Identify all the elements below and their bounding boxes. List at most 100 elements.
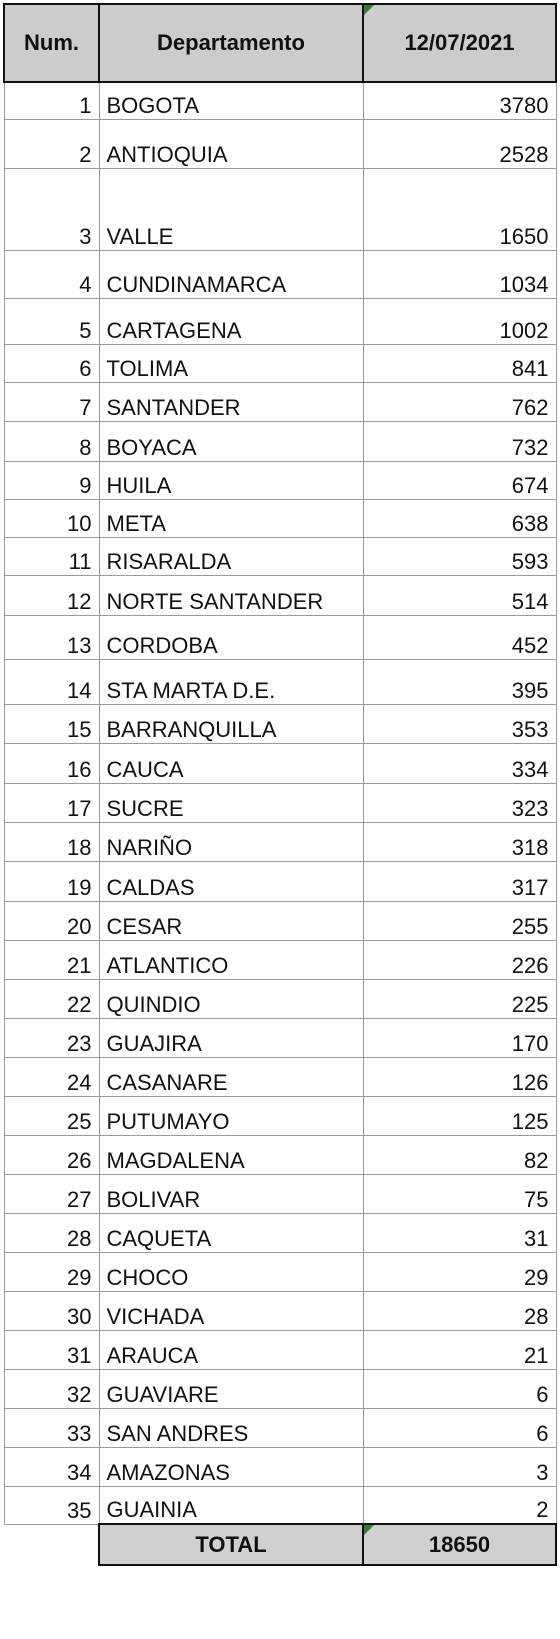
row-number-cell[interactable]: 34 [3,1446,100,1487]
value-cell[interactable]: 82 [362,1134,557,1175]
department-cell[interactable]: BARRANQUILLA [98,703,364,744]
date-header[interactable]: 12/07/2021 [362,3,557,83]
value-cell[interactable]: 334 [362,742,557,784]
department-cell[interactable]: VALLE [98,167,364,251]
department-cell[interactable]: CAUCA [98,742,364,784]
value-cell[interactable]: 31 [362,1212,557,1253]
value-cell[interactable]: 318 [362,821,557,862]
row-number-cell[interactable]: 6 [3,343,100,383]
department-cell[interactable]: NORTE SANTANDER [98,574,364,616]
row-number-cell[interactable]: 29 [3,1251,100,1292]
value-cell[interactable]: 353 [362,703,557,744]
row-number-cell[interactable]: 10 [3,498,100,538]
department-cell[interactable]: VICHADA [98,1290,364,1331]
department-cell[interactable]: CASANARE [98,1056,364,1097]
value-cell[interactable]: 317 [362,860,557,902]
department-cell[interactable]: BOLIVAR [98,1173,364,1214]
department-cell[interactable]: BOGOTA [98,81,364,120]
value-cell[interactable]: 3780 [362,81,557,120]
total-label-cell[interactable]: TOTAL [98,1523,364,1566]
value-cell[interactable]: 2 [362,1485,557,1525]
value-cell[interactable]: 170 [362,1017,557,1058]
value-cell[interactable]: 452 [362,614,557,660]
row-number-cell[interactable]: 11 [3,536,100,576]
row-number-cell[interactable]: 18 [3,821,100,862]
department-cell[interactable]: ATLANTICO [98,939,364,980]
value-cell[interactable]: 732 [362,420,557,462]
department-cell[interactable]: PUTUMAYO [98,1095,364,1136]
row-number-cell[interactable]: 8 [3,420,100,462]
value-cell[interactable]: 841 [362,343,557,383]
value-cell[interactable]: 255 [362,900,557,941]
row-number-cell[interactable]: 33 [3,1407,100,1448]
department-cell[interactable]: CARTAGENA [98,297,364,345]
row-number-cell[interactable]: 26 [3,1134,100,1175]
value-cell[interactable]: 6 [362,1368,557,1409]
total-blank-cell[interactable] [4,1524,100,1565]
department-cell[interactable]: AMAZONAS [98,1446,364,1487]
department-cell[interactable]: SANTANDER [98,381,364,422]
department-cell[interactable]: GUAINIA [98,1485,364,1525]
department-cell[interactable]: NARIÑO [98,821,364,862]
row-number-cell[interactable]: 24 [3,1056,100,1097]
row-number-cell[interactable]: 9 [3,460,100,500]
row-number-cell[interactable]: 23 [3,1017,100,1058]
department-cell[interactable]: SAN ANDRES [98,1407,364,1448]
row-number-cell[interactable]: 27 [3,1173,100,1214]
value-cell[interactable]: 225 [362,978,557,1019]
department-header[interactable]: Departamento [98,3,364,83]
department-cell[interactable]: STA MARTA D.E. [98,658,364,705]
department-cell[interactable]: HUILA [98,460,364,500]
value-cell[interactable]: 593 [362,536,557,576]
department-cell[interactable]: CAQUETA [98,1212,364,1253]
value-cell[interactable]: 125 [362,1095,557,1136]
value-cell[interactable]: 1650 [362,167,557,251]
value-cell[interactable]: 395 [362,658,557,705]
value-cell[interactable]: 126 [362,1056,557,1097]
value-cell[interactable]: 323 [362,782,557,823]
row-number-cell[interactable]: 1 [3,81,100,120]
row-number-cell[interactable]: 12 [3,574,100,616]
row-number-cell[interactable]: 16 [3,742,100,784]
value-cell[interactable]: 6 [362,1407,557,1448]
department-cell[interactable]: GUAJIRA [98,1017,364,1058]
value-cell[interactable]: 514 [362,574,557,616]
department-cell[interactable]: ARAUCA [98,1329,364,1370]
department-cell[interactable]: QUINDIO [98,978,364,1019]
value-cell[interactable]: 1034 [362,249,557,299]
department-cell[interactable]: MAGDALENA [98,1134,364,1175]
row-number-cell[interactable]: 31 [3,1329,100,1370]
row-number-cell[interactable]: 4 [3,249,100,299]
value-cell[interactable]: 674 [362,460,557,500]
value-cell[interactable]: 29 [362,1251,557,1292]
value-cell[interactable]: 28 [362,1290,557,1331]
value-cell[interactable]: 226 [362,939,557,980]
department-cell[interactable]: GUAVIARE [98,1368,364,1409]
row-number-cell[interactable]: 2 [3,118,100,169]
department-cell[interactable]: RISARALDA [98,536,364,576]
row-number-cell[interactable]: 3 [3,167,100,251]
department-cell[interactable]: CHOCO [98,1251,364,1292]
num-header[interactable]: Num. [3,3,100,83]
row-number-cell[interactable]: 32 [3,1368,100,1409]
row-number-cell[interactable]: 13 [3,614,100,660]
value-cell[interactable]: 1002 [362,297,557,345]
department-cell[interactable]: CESAR [98,900,364,941]
department-cell[interactable]: TOLIMA [98,343,364,383]
row-number-cell[interactable]: 22 [3,978,100,1019]
row-number-cell[interactable]: 35 [3,1485,100,1525]
department-cell[interactable]: SUCRE [98,782,364,823]
value-cell[interactable]: 75 [362,1173,557,1214]
row-number-cell[interactable]: 30 [3,1290,100,1331]
department-cell[interactable]: CUNDINAMARCA [98,249,364,299]
row-number-cell[interactable]: 25 [3,1095,100,1136]
row-number-cell[interactable]: 14 [3,658,100,705]
department-cell[interactable]: BOYACA [98,420,364,462]
department-cell[interactable]: ANTIOQUIA [98,118,364,169]
value-cell[interactable]: 638 [362,498,557,538]
row-number-cell[interactable]: 28 [3,1212,100,1253]
row-number-cell[interactable]: 5 [3,297,100,345]
value-cell[interactable]: 3 [362,1446,557,1487]
value-cell[interactable]: 762 [362,381,557,422]
row-number-cell[interactable]: 19 [3,860,100,902]
